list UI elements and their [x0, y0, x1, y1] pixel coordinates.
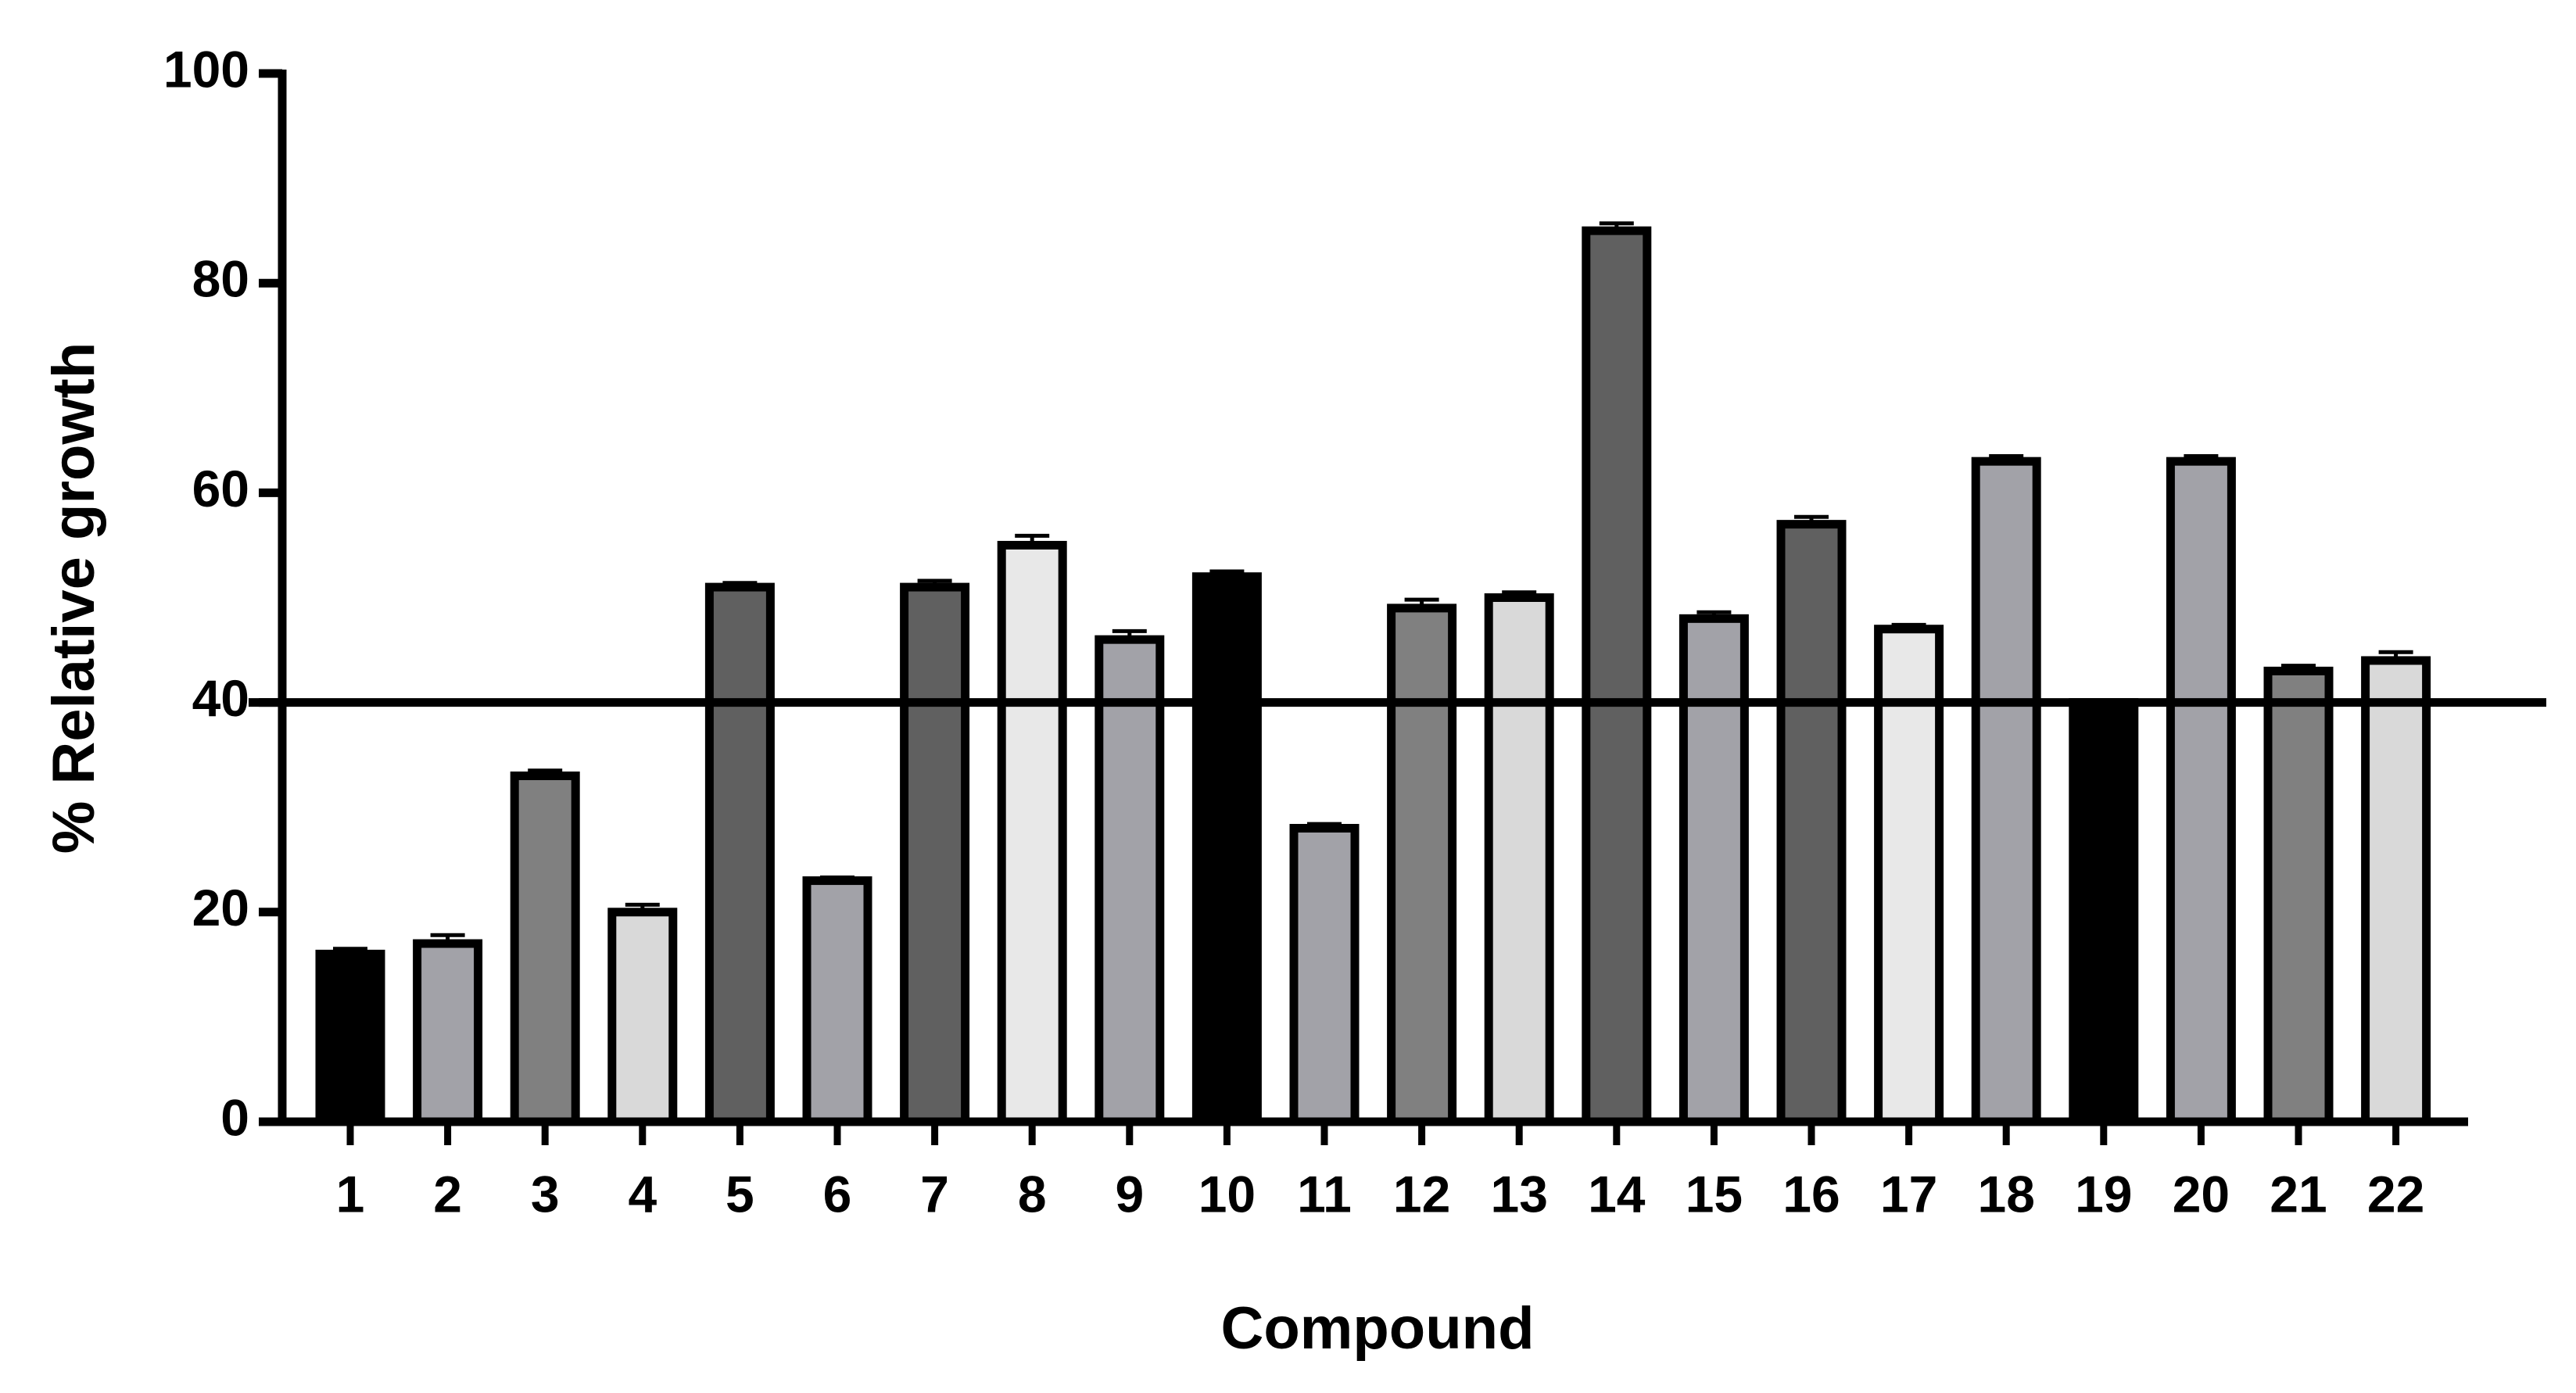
x-tick-label: 16 — [1782, 1165, 1840, 1223]
y-tick-label: 80 — [192, 250, 249, 308]
bar — [2263, 666, 2334, 1126]
bar — [1387, 603, 1457, 1126]
bar — [1582, 226, 1652, 1126]
bar — [900, 582, 970, 1126]
x-tick-label: 6 — [823, 1165, 852, 1223]
bar — [1776, 520, 1847, 1126]
bar — [1191, 572, 1262, 1126]
x-tick-label: 2 — [433, 1165, 462, 1223]
y-tick-label: 100 — [163, 40, 249, 98]
bar — [2166, 457, 2236, 1126]
bar — [1484, 593, 1554, 1126]
bar — [510, 771, 580, 1126]
x-tick-label: 3 — [531, 1165, 560, 1223]
bar — [413, 939, 483, 1126]
bar — [1971, 457, 2041, 1126]
x-tick-label: 10 — [1198, 1165, 1256, 1223]
x-tick-label: 18 — [1977, 1165, 2034, 1223]
x-tick-label: 17 — [1880, 1165, 1937, 1223]
x-tick-label: 22 — [2367, 1165, 2424, 1223]
bar — [802, 876, 872, 1126]
x-tick-label: 7 — [920, 1165, 949, 1223]
y-tick-label: 40 — [192, 669, 249, 727]
bar — [2069, 698, 2139, 1126]
y-tick-label: 60 — [192, 460, 249, 517]
x-tick-label: 8 — [1018, 1165, 1047, 1223]
y-tick-label: 20 — [192, 879, 249, 936]
x-tick-label: 9 — [1115, 1165, 1144, 1223]
y-axis-label: % Relative growth — [41, 342, 107, 854]
bar — [2361, 656, 2431, 1126]
x-tick-label: 15 — [1686, 1165, 1743, 1223]
x-tick-label: 19 — [2075, 1165, 2132, 1223]
x-tick-label: 14 — [1588, 1165, 1646, 1223]
x-tick-label: 4 — [628, 1165, 657, 1223]
x-tick-label: 21 — [2270, 1165, 2327, 1223]
bar — [315, 949, 385, 1126]
bar — [997, 540, 1067, 1126]
x-tick-label: 13 — [1490, 1165, 1547, 1223]
x-tick-label: 12 — [1393, 1165, 1450, 1223]
bar — [704, 582, 775, 1126]
x-tick-label: 5 — [726, 1165, 754, 1223]
x-tick-label: 1 — [336, 1165, 365, 1223]
bar — [1679, 614, 1749, 1126]
y-tick-label: 0 — [220, 1088, 249, 1146]
bar — [1289, 824, 1360, 1126]
x-tick-label: 11 — [1297, 1165, 1352, 1223]
x-tick-label: 20 — [2173, 1165, 2230, 1223]
bar — [607, 908, 678, 1126]
bar — [1095, 635, 1165, 1126]
x-axis-label: Compound — [1220, 1295, 1534, 1362]
